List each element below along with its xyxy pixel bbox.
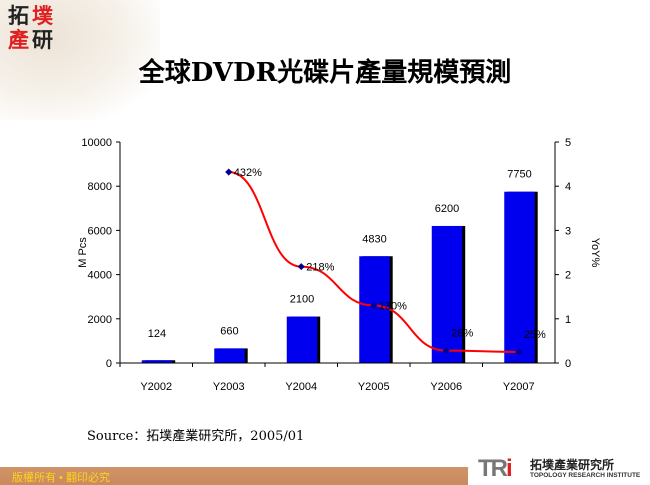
bar: [286, 316, 318, 363]
bar-label: 4830: [362, 233, 386, 245]
x-tick-label: Y2003: [213, 381, 245, 393]
logo-char: 拓: [8, 3, 29, 28]
y2-tick-label: 0: [565, 358, 571, 370]
logo-char: 墣: [32, 3, 53, 28]
x-tick-label: Y2005: [358, 381, 390, 393]
y-tick-label: 6000: [88, 225, 112, 237]
yoy-line: [228, 171, 519, 353]
y2-axis-title: YoY%: [589, 238, 601, 268]
bar: [141, 360, 173, 363]
bar-label: 124: [148, 328, 166, 340]
logo-char: 產: [8, 27, 29, 52]
x-tick-label: Y2002: [140, 381, 172, 393]
y2-tick-label: 3: [565, 225, 571, 237]
y-tick-label: 0: [106, 358, 112, 370]
background-map: [0, 0, 160, 120]
yoy-point: [515, 348, 523, 356]
y-tick-label: 10000: [81, 137, 112, 149]
y2-tick-label: 5: [565, 137, 571, 149]
y2-tick-label: 2: [565, 270, 571, 282]
bar: [504, 191, 535, 363]
y-tick-label: 8000: [88, 181, 112, 193]
y-tick-label: 4000: [88, 270, 112, 282]
yoy-point: [442, 347, 450, 355]
yoy-point: [370, 302, 378, 310]
y-tick-label: 2000: [88, 314, 112, 326]
yoy-label: 218%: [306, 262, 334, 274]
y-axis-title: M Pcs: [77, 237, 89, 268]
bar-label: 2100: [290, 294, 314, 306]
yoy-label: 25%: [524, 329, 546, 341]
x-tick-label: Y2006: [430, 381, 462, 393]
org-name-cn: 拓墣產業研究所: [530, 458, 615, 472]
tri-abbr: TRi: [478, 455, 513, 482]
y2-tick-label: 4: [565, 181, 571, 193]
logo: 拓 墣 產 研: [8, 4, 60, 56]
bar-label: 660: [220, 325, 238, 337]
logo-char: 研: [32, 27, 53, 52]
bar: [214, 348, 245, 363]
tri-logo: TRi 拓墣產業研究所 TOPOLOGY RESEARCH INSTITUTE: [468, 452, 650, 485]
bar: [359, 256, 390, 363]
source-note: Source：拓墣產業研究所，2005/01: [87, 429, 305, 444]
copyright-text: 版權所有 • 翻印必究: [12, 472, 110, 484]
yoy-label: 130%: [379, 301, 407, 313]
yoy-label: 432%: [234, 167, 262, 179]
yoy-point: [225, 168, 233, 176]
yoy-point: [297, 263, 305, 271]
y2-tick-label: 1: [565, 314, 571, 326]
x-tick-label: Y2004: [285, 381, 317, 393]
bar-label: 7750: [507, 169, 531, 181]
bar-label: 6200: [435, 203, 459, 215]
x-tick-label: Y2007: [503, 381, 535, 393]
bar: [431, 225, 463, 363]
page-title: 全球DVDR光碟片產量規模預測: [138, 58, 512, 88]
org-name-en: TOPOLOGY RESEARCH INSTITUTE: [530, 472, 641, 479]
yoy-label: 28%: [451, 328, 473, 340]
